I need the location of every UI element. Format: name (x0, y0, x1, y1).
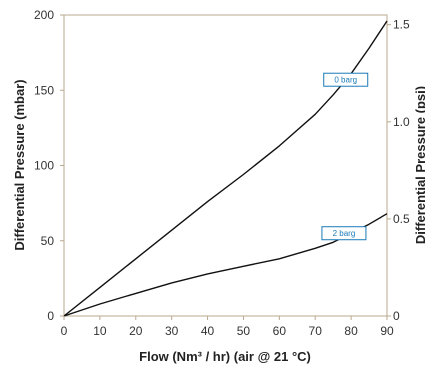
x-tick-label: 80 (344, 324, 358, 338)
x-tick-label: 20 (129, 324, 143, 338)
x-tick-label: 70 (309, 324, 323, 338)
series-callout: 2 barg (322, 227, 366, 240)
x-tick-label: 50 (237, 324, 251, 338)
y2-axis-label: Differential Pressure (psi) (413, 86, 425, 244)
x-tick-label: 0 (61, 324, 68, 338)
y2-tick-label: 1.5 (393, 18, 410, 32)
y-axis-ticks: 0 50 100 150 200 (34, 8, 64, 323)
y-axis-label: Differential Pressure (mbar) (12, 79, 27, 250)
callout-label: 0 barg (334, 76, 357, 85)
x-tick-label: 30 (165, 324, 179, 338)
y2-axis-ticks: 0 0.5 1.0 1.5 (387, 18, 410, 323)
x-axis-label: Flow (Nm³ / hr) (air @ 21 °C) (139, 349, 311, 364)
y-tick-label: 150 (34, 83, 54, 97)
x-tick-label: 10 (93, 324, 107, 338)
callout-label: 2 barg (333, 229, 356, 238)
series-layer (64, 21, 387, 316)
plot-frame (64, 15, 387, 316)
y-tick-label: 100 (34, 159, 54, 173)
x-axis-ticks: 0 10 20 30 40 50 60 70 80 90 (61, 316, 394, 338)
y2-tick-label: 1.0 (393, 115, 410, 129)
y2-tick-label: 0 (393, 309, 400, 323)
y2-tick-label: 0.5 (393, 212, 410, 226)
y-tick-label: 200 (34, 8, 54, 22)
x-tick-label: 60 (273, 324, 287, 338)
x-tick-label: 90 (380, 324, 394, 338)
plot-area (64, 15, 387, 316)
y-tick-label: 50 (41, 234, 55, 248)
series-callout: 0 barg (324, 73, 368, 86)
x-tick-label: 40 (201, 324, 215, 338)
series-callouts: 0 barg 2 barg (322, 73, 368, 240)
series-line-0-barg (64, 21, 387, 316)
y-tick-label: 0 (47, 309, 54, 323)
